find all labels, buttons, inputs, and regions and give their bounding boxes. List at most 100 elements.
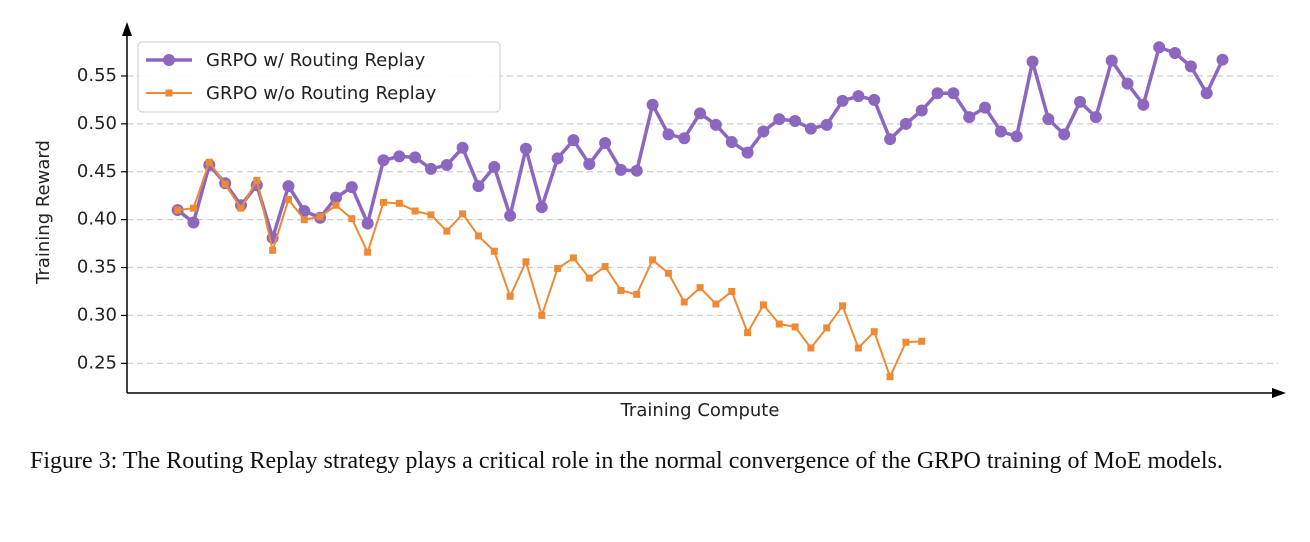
point — [918, 337, 926, 345]
point — [298, 205, 311, 218]
y-tick-label: 0.55 — [77, 65, 117, 86]
point — [1121, 77, 1134, 90]
figure-caption: Figure 3: The Routing Replay strategy pl… — [30, 448, 1223, 474]
point — [300, 216, 308, 224]
point — [915, 104, 928, 117]
point — [902, 338, 910, 346]
point — [554, 264, 562, 272]
point — [931, 87, 944, 100]
y-axis-arrow — [122, 22, 132, 36]
point — [1153, 41, 1166, 54]
point — [884, 133, 897, 146]
point — [269, 246, 277, 254]
point — [617, 287, 625, 295]
point — [1074, 95, 1087, 108]
chart: Training Compute Training Reward 0.25 0.3… — [33, 22, 1286, 421]
point — [377, 154, 390, 167]
point — [535, 201, 548, 214]
legend-label: GRPO w/o Routing Replay — [206, 83, 437, 104]
point — [253, 176, 261, 184]
point — [316, 213, 324, 221]
point — [569, 254, 577, 262]
point — [773, 113, 786, 126]
point — [187, 216, 200, 229]
point — [189, 204, 197, 212]
point — [1105, 54, 1118, 67]
point — [868, 93, 881, 106]
point — [725, 136, 738, 149]
point — [836, 94, 849, 107]
point — [1089, 111, 1102, 124]
point — [490, 247, 498, 255]
point — [411, 207, 419, 215]
point — [519, 142, 532, 155]
point — [443, 227, 451, 235]
point — [393, 150, 406, 163]
point — [567, 134, 580, 147]
point — [472, 180, 485, 193]
point — [694, 107, 707, 120]
point — [791, 323, 799, 331]
x-axis-arrow — [1272, 388, 1286, 398]
point — [348, 215, 356, 223]
x-axis-label: Training Compute — [620, 400, 780, 421]
legend-marker — [165, 89, 173, 97]
point — [237, 204, 245, 212]
point — [332, 201, 340, 209]
point — [474, 232, 482, 240]
point — [1010, 130, 1023, 143]
point — [614, 163, 627, 176]
point — [886, 373, 894, 381]
point — [1216, 53, 1229, 66]
point — [804, 122, 817, 135]
point — [662, 128, 675, 141]
point — [741, 146, 754, 159]
point — [456, 141, 469, 154]
point — [678, 132, 691, 145]
y-tick-label: 0.35 — [77, 257, 117, 278]
point — [1169, 46, 1182, 59]
legend-marker — [163, 54, 175, 66]
point — [329, 191, 342, 204]
legend-label: GRPO w/ Routing Replay — [206, 50, 426, 71]
point — [633, 290, 641, 298]
point — [696, 284, 704, 292]
y-tick-label: 0.50 — [77, 113, 117, 134]
y-tick-label: 0.45 — [77, 161, 117, 182]
point — [728, 287, 736, 295]
point — [1184, 60, 1197, 73]
point — [205, 158, 213, 166]
y-tick-label: 0.25 — [77, 352, 117, 373]
point — [807, 344, 815, 352]
point — [649, 256, 657, 264]
point — [709, 118, 722, 131]
point — [712, 300, 720, 308]
point — [361, 217, 374, 230]
point — [947, 87, 960, 100]
point — [440, 159, 453, 172]
y-axis-label: Training Reward — [33, 140, 54, 285]
point — [757, 125, 770, 138]
point — [522, 258, 530, 266]
point — [775, 320, 783, 328]
point — [504, 209, 517, 222]
point — [379, 198, 387, 206]
legend-box — [137, 41, 501, 113]
point — [839, 302, 847, 310]
point — [174, 206, 182, 214]
point — [538, 311, 546, 319]
point — [1200, 87, 1213, 100]
point — [680, 298, 688, 306]
y-tick-label: 0.40 — [77, 209, 117, 230]
point — [759, 301, 767, 309]
point — [221, 180, 229, 188]
point — [506, 292, 514, 300]
point — [427, 211, 435, 219]
y-tick-label: 0.30 — [77, 304, 117, 325]
point — [744, 329, 752, 337]
point — [994, 125, 1007, 138]
point — [1137, 98, 1150, 111]
point — [282, 180, 295, 193]
point — [284, 196, 292, 204]
